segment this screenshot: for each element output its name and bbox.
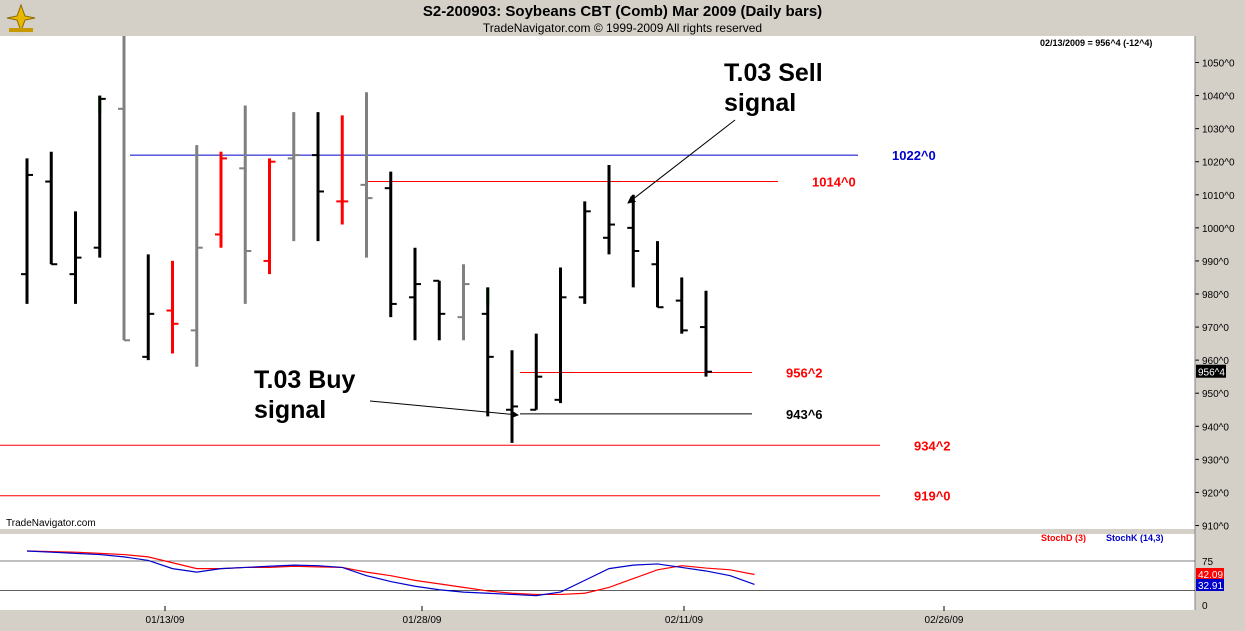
- ohlc-bar: [384, 171, 397, 318]
- y-tick-label: 1040^0: [1202, 92, 1235, 103]
- ohlc-bar: [506, 350, 518, 443]
- level-label-1: 1014^0: [812, 175, 856, 190]
- x-tick-label: 01/28/09: [403, 615, 442, 626]
- date-axis-panel: [0, 610, 1195, 631]
- x-tick-label: 02/26/09: [925, 615, 964, 626]
- y-tick-label: 930^0: [1202, 455, 1229, 466]
- pane-divider[interactable]: [0, 529, 1195, 534]
- level-label-5: 919^0: [914, 489, 951, 504]
- ohlc-bar: [578, 201, 591, 304]
- legend-stochd: StochD (3): [1041, 533, 1086, 543]
- chart-title: S2-200903: Soybeans CBT (Comb) Mar 2009 …: [422, 3, 823, 20]
- ohlc-bar: [627, 194, 640, 288]
- x-tick-label: 02/11/09: [665, 615, 704, 626]
- stoch-value-label-1: 32.91: [1198, 581, 1223, 592]
- ohlc-bar: [481, 287, 494, 417]
- y-tick-label: 1000^0: [1202, 224, 1235, 235]
- stoch-y-tick-label: 75: [1202, 557, 1214, 568]
- ohlc-bar: [457, 264, 470, 341]
- level-label-4: 934^2: [914, 438, 951, 453]
- window-header: S2-200903: Soybeans CBT (Comb) Mar 2009 …: [0, 0, 1245, 36]
- sell-signal-arrow: [627, 119, 736, 204]
- ohlc-bar: [142, 254, 155, 361]
- ohlc-bar: [21, 158, 33, 304]
- ohlc-bar: [409, 247, 421, 341]
- price-info-readout: 02/13/2009 = 956^4 (-12^4): [1040, 38, 1153, 48]
- ohlc-bar: [675, 277, 688, 334]
- ohlc-bar: [360, 92, 373, 258]
- ohlc-bar: [190, 145, 203, 367]
- ohlc-bar: [603, 165, 615, 255]
- y-tick-label: 980^0: [1202, 290, 1229, 301]
- y-tick-label: 1010^0: [1202, 191, 1235, 202]
- y-tick-label: 940^0: [1202, 422, 1229, 433]
- ohlc-bar: [530, 333, 543, 411]
- stoch-y-tick-label: 0: [1202, 601, 1208, 612]
- ohlc-bar: [239, 105, 252, 304]
- y-tick-label: 1050^0: [1202, 59, 1235, 70]
- ohlc-bar: [118, 36, 130, 342]
- x-tick-label: 01/13/09: [146, 615, 185, 626]
- buy-signal-arrow: [369, 400, 519, 419]
- buy-signal-annotation: T.03 Buy signal: [254, 366, 356, 424]
- level-label-3: 943^6: [786, 407, 823, 422]
- y-tick-label: 1030^0: [1202, 125, 1235, 136]
- ohlc-bar: [700, 290, 712, 377]
- ohlc-bar: [336, 115, 349, 225]
- y-tick-label: 990^0: [1202, 257, 1229, 268]
- last-price-tag: [1196, 364, 1226, 378]
- ohlc-bar: [312, 112, 324, 242]
- stoch-value-label-0: 42.09: [1198, 570, 1223, 581]
- stoch-series-line-1: [26, 550, 755, 597]
- level-label-0: 1022^0: [892, 148, 936, 163]
- ohlc-bar: [651, 241, 664, 309]
- y-tick-label: 950^0: [1202, 389, 1229, 400]
- y-tick-label: 920^0: [1202, 488, 1229, 499]
- ohlc-bar: [45, 151, 58, 266]
- ohlc-bar: [69, 211, 82, 304]
- legend-stochk: StochK (14,3): [1106, 533, 1164, 543]
- watermark: TradeNavigator.com: [6, 518, 96, 529]
- last-price-label: 956^4: [1198, 368, 1225, 379]
- ohlc-bar: [287, 112, 300, 242]
- ohlc-bar: [554, 267, 567, 404]
- navigator-logo-icon: [6, 3, 36, 33]
- ohlc-bar: [263, 158, 276, 275]
- stoch-value-tag-0: [1196, 568, 1224, 580]
- y-tick-label: 960^0: [1202, 356, 1229, 367]
- stoch-value-tag-1: [1196, 579, 1224, 591]
- y-tick-label: 1020^0: [1202, 158, 1235, 169]
- chart-subtitle: TradeNavigator.com © 1999-2009 All right…: [482, 21, 763, 35]
- stoch-series-line-0: [26, 550, 755, 596]
- price-axis-panel: [1195, 36, 1245, 631]
- sell-signal-annotation: T.03 Sell signal: [724, 59, 823, 117]
- price-pane: [0, 36, 880, 497]
- ohlc-bar: [433, 279, 446, 341]
- ohlc-bar: [93, 95, 106, 258]
- ohlc-bar: [166, 260, 179, 354]
- ohlc-bar: [215, 151, 227, 248]
- level-label-2: 956^2: [786, 366, 823, 381]
- y-tick-label: 910^0: [1202, 522, 1229, 533]
- y-tick-label: 970^0: [1202, 323, 1229, 334]
